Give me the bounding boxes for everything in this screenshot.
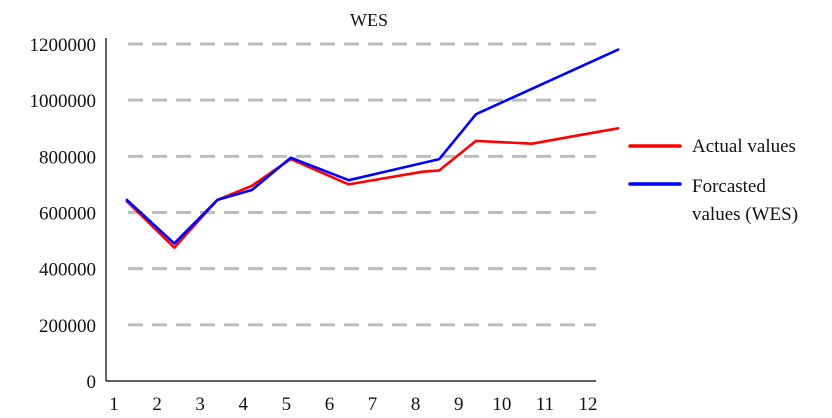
y-tick-label: 1000000 (30, 91, 97, 112)
x-tick-label: 7 (368, 394, 378, 415)
y-tick-label: 0 (87, 372, 97, 393)
y-tick-label: 800000 (39, 147, 96, 168)
y-axis-tick-labels: 0 200000 400000 600000 800000 1000000 1200000 (30, 35, 97, 393)
chart-title: WES (350, 10, 388, 30)
x-tick-label: 3 (195, 394, 205, 415)
x-tick-label: 1 (109, 394, 119, 415)
grid-lines (128, 42, 596, 327)
x-tick-label: 11 (536, 394, 554, 415)
x-tick-label: 5 (282, 394, 292, 415)
x-axis-tick-labels: 1 2 3 4 5 6 7 8 9 10 11 12 (109, 394, 597, 415)
x-tick-label: 9 (454, 394, 464, 415)
legend: Actual values Forcasted values (WES) (628, 136, 798, 225)
x-tick-label: 12 (579, 394, 598, 415)
series-line-actual (125, 127, 620, 249)
x-tick-label: 10 (492, 394, 511, 415)
x-tick-label: 6 (325, 394, 335, 415)
x-tick-label: 8 (411, 394, 421, 415)
y-tick-label: 400000 (39, 260, 96, 281)
y-tick-label: 200000 (39, 316, 96, 337)
y-tick-label: 1200000 (30, 35, 97, 56)
series-line-forecast (125, 48, 620, 245)
legend-label: Forcasted values (WES) (692, 176, 798, 225)
x-tick-label: 2 (152, 394, 162, 415)
x-tick-label: 4 (239, 394, 249, 415)
series-lines (125, 48, 620, 249)
legend-label: Actual values (692, 136, 796, 157)
y-tick-label: 600000 (39, 204, 96, 225)
